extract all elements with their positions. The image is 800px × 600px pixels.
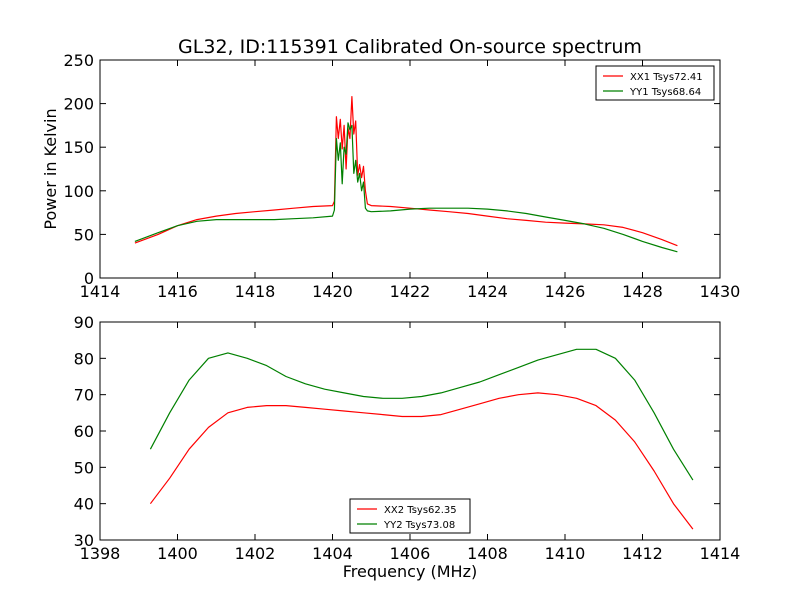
series-line-1 [149,392,694,530]
y-tick-label: 80 [74,349,94,368]
legend: XX2 Tsys62.35 YY2 Tsys73.08 [349,498,471,534]
legend-label-1: XX1 Tsys72.41 [630,72,703,83]
legend: XX1 Tsys72.41 YY1 Tsys68.64 [595,65,715,101]
series-line-2 [149,348,694,481]
series-line-2 [134,122,678,253]
y-tick-label: 70 [74,386,94,405]
x-tick-label: 1400 [157,544,198,563]
legend-box [595,65,715,101]
x-tick-label: 1398 [80,544,121,563]
x-tick-label: 1420 [312,282,353,301]
x-tick-label: 1404 [312,544,353,563]
bottom-spectrum-plot: 1398 1400 1402 1404 1406 1408 1410 1412 1414 30 40… [74,313,741,581]
y-axis-label: Power in Kelvin [41,108,60,229]
legend-label-2: YY2 Tsys73.08 [383,520,455,531]
y-tick-label: 150 [63,138,94,157]
x-tick-label: 1412 [622,544,663,563]
figure-title: GL32, ID:115391 Calibrated On-source spe… [178,36,642,58]
x-tick-label: 1414 [700,544,741,563]
x-axis-label: Frequency (MHz) [343,562,477,581]
y-tick-label: 90 [74,313,94,332]
y-tick-label: 250 [63,51,94,70]
x-tick-label: 1414 [80,282,121,301]
y-tick-label: 40 [74,495,94,514]
y-tick-label: 0 [84,269,94,288]
y-tick-label: 100 [63,182,94,201]
x-tick-label: 1426 [545,282,586,301]
x-tick-label: 1402 [235,544,276,563]
x-tick-label: 1428 [622,282,663,301]
x-tick-label: 1408 [467,544,508,563]
x-tick-label: 1422 [390,282,431,301]
x-tick-label: 1418 [235,282,276,301]
series-line-1 [134,95,678,247]
x-tick-label: 1424 [467,282,508,301]
y-tick-label: 30 [74,531,94,550]
y-tick-label: 50 [74,225,94,244]
x-tick-label: 1430 [700,282,741,301]
x-tick-label: 1406 [390,544,431,563]
legend-label-2: YY1 Tsys68.64 [629,87,701,98]
y-tick-label: 50 [74,458,94,477]
x-tick-label: 1416 [157,282,198,301]
top-spectrum-plot: 1414 1416 1418 1420 1422 1424 1426 1428 1430 0 50 1… [41,51,740,301]
y-tick-label: 200 [63,95,94,114]
x-tick-label: 1410 [545,544,586,563]
legend-box [349,498,471,534]
y-tick-label: 60 [74,422,94,441]
legend-label-1: XX2 Tsys62.35 [384,505,457,516]
